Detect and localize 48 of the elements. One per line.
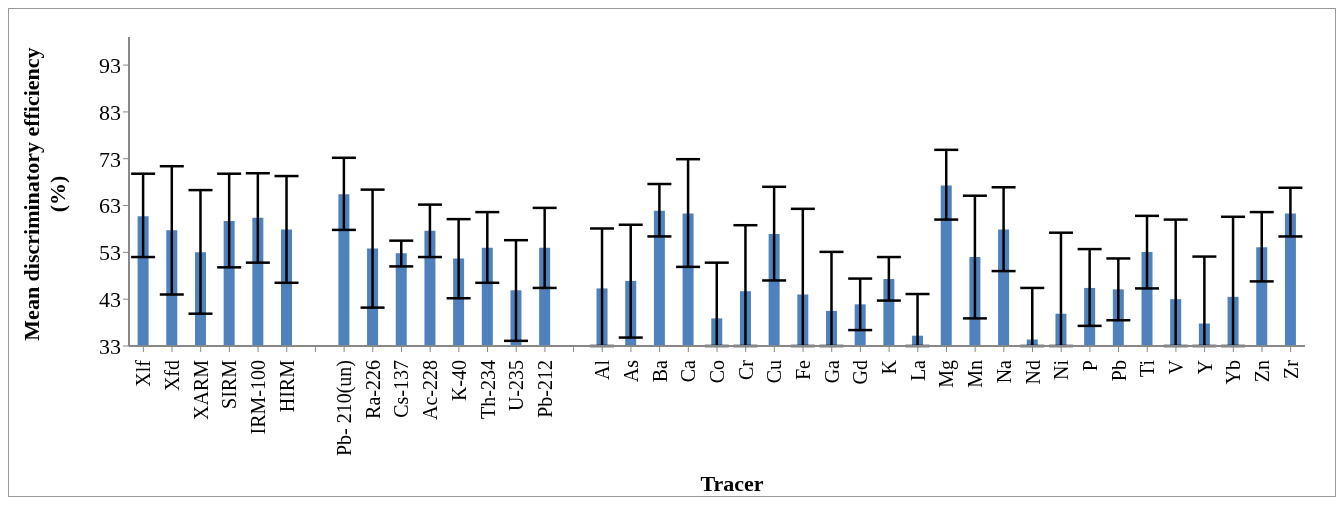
- x-tick-label: Pb-212: [533, 360, 556, 418]
- x-tick-label: Al: [591, 359, 614, 380]
- x-tick-label: Pb: [1107, 360, 1130, 382]
- y-tick-label: 63: [99, 193, 121, 219]
- x-tick-label: Mg: [935, 360, 959, 388]
- x-tick-label: Fe: [792, 359, 815, 380]
- y-tick-label: 83: [99, 99, 121, 125]
- x-tick-label: Na: [992, 359, 1015, 384]
- x-tick-label: Cu: [763, 360, 786, 384]
- x-tick-label: U-235: [505, 360, 528, 412]
- x-tick-label: V: [1164, 359, 1187, 375]
- y-tick-label: 53: [99, 240, 121, 266]
- y-tick-label: 73: [99, 146, 121, 172]
- x-tick-label: P: [1078, 360, 1101, 372]
- x-tick-label: IRM-100: [247, 360, 270, 435]
- x-tick-label: Cr: [734, 359, 757, 380]
- x-tick-label: Zr: [1279, 359, 1302, 379]
- x-tick-label: XARM: [189, 359, 212, 421]
- x-tick-label: Ti: [1136, 359, 1159, 378]
- x-tick-label: Xlf: [132, 359, 155, 387]
- x-tick-label: Mn: [964, 360, 987, 388]
- x-tick-label: Y: [1193, 360, 1216, 375]
- y-tick-label: 93: [99, 52, 121, 78]
- y-axis-title: Mean discriminatory efficiency (%): [19, 46, 71, 343]
- x-tick-label: Pb- 210(un): [333, 360, 357, 457]
- y-tick-label: 43: [99, 286, 121, 312]
- x-tick-label: Ca: [677, 359, 700, 383]
- x-tick-label: Ga: [820, 359, 843, 384]
- x-tick-label: Ni: [1050, 359, 1073, 380]
- x-tick-label: Co: [706, 360, 728, 384]
- x-tick-label: Ac-228: [419, 360, 442, 420]
- x-tick-label: La: [906, 359, 929, 382]
- x-tick-label: K-40: [447, 360, 470, 402]
- x-tick-label: K: [878, 359, 901, 375]
- x-tick-label: Nd: [1021, 360, 1044, 385]
- x-tick-label: Ra-226: [361, 360, 384, 419]
- x-axis-title: Tracer: [699, 471, 765, 497]
- x-tick-label: Xfd: [161, 360, 184, 392]
- x-tick-label: Yb: [1222, 360, 1245, 385]
- x-tick-label: As: [619, 359, 642, 383]
- x-tick-label: Ba: [648, 359, 671, 383]
- y-tick-label: 33: [99, 333, 121, 359]
- x-tick-label: HIRM: [275, 359, 298, 413]
- x-tick-label: Zn: [1250, 360, 1273, 383]
- x-tick-label: SIRM: [218, 359, 241, 409]
- x-tick-label: Th-234: [476, 360, 499, 419]
- x-tick-label: Gd: [849, 360, 872, 385]
- x-tick-label: Cs-137: [390, 360, 413, 418]
